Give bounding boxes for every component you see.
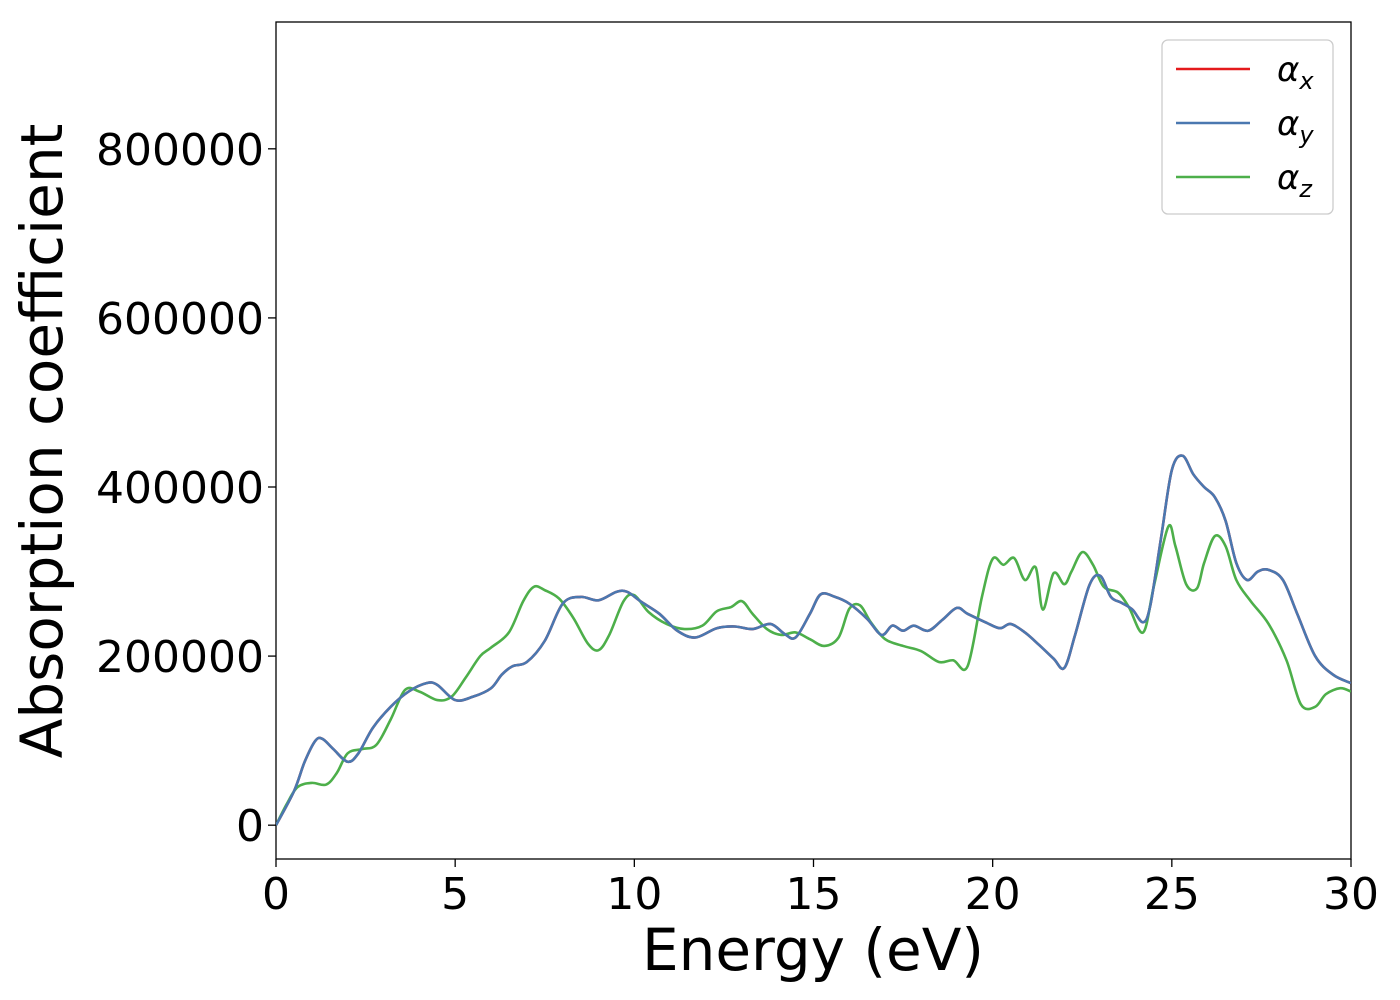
x-tick-label: 30	[1323, 869, 1379, 920]
x-tick-label: 20	[965, 869, 1021, 920]
x-tick-label: 25	[1144, 869, 1200, 920]
legend-subscript: y	[1298, 121, 1314, 149]
legend-label: αx	[1277, 50, 1314, 95]
legend-subscript: z	[1298, 175, 1313, 203]
x-axis-ticks: 0 5 10 15 20 25 30	[262, 859, 1379, 920]
legend-subscript: x	[1298, 67, 1314, 95]
x-axis-title: Energy (eV)	[642, 916, 984, 984]
x-tick-label: 15	[786, 869, 842, 920]
x-tick-label: 5	[441, 869, 469, 920]
y-axis-ticks: 0 200000 400000 600000 800000	[96, 125, 276, 852]
legend-symbol: α	[1277, 104, 1299, 144]
y-tick-label: 400000	[96, 463, 264, 514]
y-axis-title: Absorption coefficient	[8, 124, 76, 759]
legend-symbol: α	[1277, 158, 1299, 198]
series-layer	[276, 454, 1351, 826]
series-line-alpha-y	[276, 454, 1351, 826]
y-tick-label: 600000	[96, 294, 264, 345]
y-tick-label: 200000	[96, 632, 264, 683]
legend-label: αy	[1277, 104, 1314, 149]
y-tick-label: 800000	[96, 125, 264, 176]
legend-box	[1161, 39, 1334, 215]
x-tick-label: 0	[262, 869, 290, 920]
y-tick-label: 0	[236, 801, 264, 852]
legend-symbol: α	[1277, 50, 1299, 90]
x-tick-label: 10	[606, 869, 662, 920]
series-line-alpha-z	[276, 523, 1351, 826]
legend-label: αz	[1277, 158, 1313, 203]
